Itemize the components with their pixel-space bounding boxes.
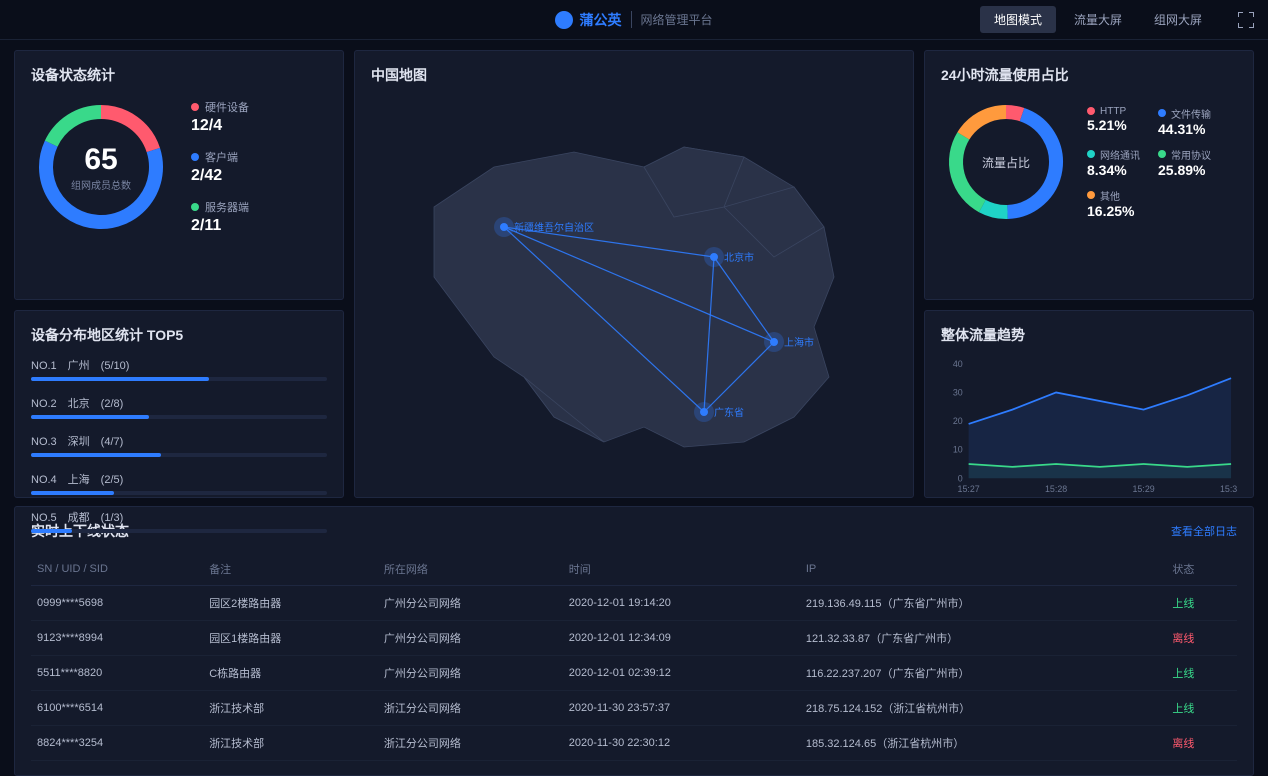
- top5-item: NO.3 深圳 (4/7): [31, 433, 327, 457]
- legend-item: 其他16.25%: [1087, 188, 1140, 219]
- legend-item: 网络通讯8.34%: [1087, 147, 1140, 178]
- svg-text:0: 0: [958, 473, 963, 483]
- svg-text:15:30: 15:30: [1220, 484, 1237, 494]
- column-header: SN / UID / SID: [31, 553, 203, 586]
- topbar: 蒲公英 网络管理平台 地图模式流量大屏组网大屏: [0, 0, 1268, 40]
- traffic-donut: 流量占比: [941, 97, 1071, 227]
- svg-text:10: 10: [953, 445, 963, 455]
- tab-2[interactable]: 组网大屏: [1140, 6, 1216, 33]
- traffic-panel: 24小时流量使用占比 流量占比 HTTP5.21% 文件传输44.31% 网络通讯8…: [924, 50, 1254, 300]
- table-row: 6100****6514浙江技术部浙江分公司网络2020-11-30 23:57…: [31, 691, 1237, 726]
- status-panel: 实时上下线状态 查看全部日志 SN / UID / SID备注所在网络时间IP状…: [14, 506, 1254, 776]
- svg-text:30: 30: [953, 387, 963, 397]
- panel-title: 24小时流量使用占比: [941, 65, 1237, 85]
- top5-item: NO.4 上海 (2/5): [31, 471, 327, 495]
- column-header: 时间: [563, 553, 800, 586]
- tab-0[interactable]: 地图模式: [980, 6, 1056, 33]
- top5-panel: 设备分布地区统计 TOP5 NO.1 广州 (5/10) NO.2 北京 (2/8…: [14, 310, 344, 498]
- device-donut: 65 组网成员总数: [31, 97, 171, 237]
- device-legend: 硬件设备12/4 客户端2/42 服务器端2/11: [191, 99, 249, 235]
- trend-panel: 整体流量趋势 0 10 20 30 40 15:27 15:28 15:29 15:30: [924, 310, 1254, 498]
- legend-item: 文件传输44.31%: [1158, 106, 1211, 137]
- legend-item: 硬件设备12/4: [191, 99, 249, 135]
- table-row: 5511****8820C栋路由器广州分公司网络2020-12-01 02:39…: [31, 656, 1237, 691]
- column-header: 状态: [1166, 553, 1237, 586]
- svg-text:广东省: 广东省: [714, 406, 744, 419]
- view-all-logs-link[interactable]: 查看全部日志: [1171, 523, 1237, 539]
- brand-subtitle: 网络管理平台: [631, 11, 712, 28]
- legend-item: 服务器端2/11: [191, 199, 249, 235]
- legend-item: 客户端2/42: [191, 149, 249, 185]
- legend-item: HTTP5.21%: [1087, 106, 1140, 137]
- tab-1[interactable]: 流量大屏: [1060, 6, 1136, 33]
- table-row: 8824****3254浙江技术部浙江分公司网络2020-11-30 22:30…: [31, 726, 1237, 761]
- svg-text:新疆维吾尔自治区: 新疆维吾尔自治区: [514, 221, 594, 234]
- view-tabs: 地图模式流量大屏组网大屏: [980, 6, 1254, 33]
- fullscreen-icon[interactable]: [1238, 12, 1254, 28]
- device-status-panel: 设备状态统计 65 组网成员总数 硬件设备12/4 客户端2/42 服务器端2/11: [14, 50, 344, 300]
- svg-text:15:28: 15:28: [1045, 484, 1067, 494]
- traffic-legend: HTTP5.21% 文件传输44.31% 网络通讯8.34% 常用协议25.89% 其他…: [1087, 106, 1211, 219]
- panel-title: 整体流量趋势: [941, 325, 1237, 345]
- brand-name: 蒲公英: [579, 10, 621, 30]
- map-panel: 中国地图 新疆维吾尔自治区北京市上海市广东省: [354, 50, 914, 498]
- brand: 蒲公英 网络管理平台: [555, 10, 712, 30]
- svg-text:15:27: 15:27: [958, 484, 980, 494]
- panel-title: 中国地图: [371, 65, 897, 85]
- traffic-center-label: 流量占比: [982, 154, 1030, 171]
- svg-text:上海市: 上海市: [784, 336, 814, 349]
- panel-title: 设备状态统计: [31, 65, 327, 85]
- column-header: 备注: [203, 553, 378, 586]
- logo-icon: [555, 11, 573, 29]
- top5-item: NO.2 北京 (2/8): [31, 395, 327, 419]
- device-total: 65: [84, 143, 117, 177]
- svg-text:北京市: 北京市: [724, 251, 754, 264]
- column-header: 所在网络: [378, 553, 563, 586]
- table-row: 0999****5698园区2楼路由器广州分公司网络2020-12-01 19:…: [31, 586, 1237, 621]
- device-total-label: 组网成员总数: [71, 177, 131, 192]
- status-table: SN / UID / SID备注所在网络时间IP状态 0999****5698园…: [31, 553, 1237, 761]
- svg-text:20: 20: [953, 416, 963, 426]
- panel-title: 设备分布地区统计 TOP5: [31, 325, 327, 345]
- legend-item: 常用协议25.89%: [1158, 147, 1211, 178]
- top5-item: NO.1 广州 (5/10): [31, 357, 327, 381]
- column-header: IP: [800, 553, 1167, 586]
- table-row: 9123****8994园区1楼路由器广州分公司网络2020-12-01 12:…: [31, 621, 1237, 656]
- svg-text:40: 40: [953, 359, 963, 369]
- svg-text:15:29: 15:29: [1132, 484, 1154, 494]
